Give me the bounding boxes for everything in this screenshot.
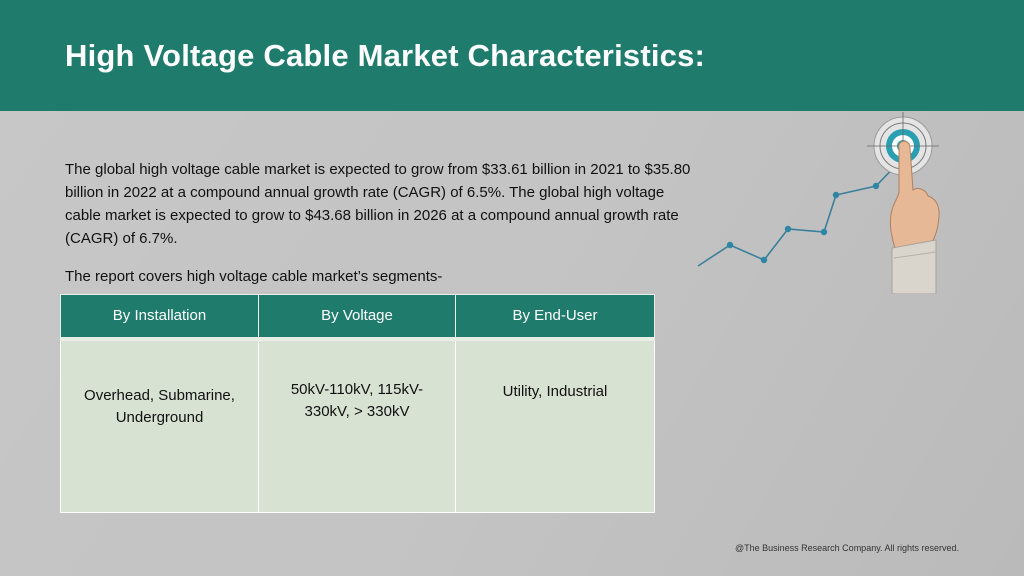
cell-end-user: Utility, Industrial: [455, 338, 655, 513]
copyright-footer: @The Business Research Company. All righ…: [735, 543, 960, 553]
cell-installation: Overhead, Submarine, Underground: [60, 338, 259, 513]
column-header-installation: By Installation: [60, 294, 259, 341]
header-bar: High Voltage Cable Market Characteristic…: [0, 0, 1024, 111]
intro-paragraph: The global high voltage cable market is …: [65, 161, 691, 247]
cell-voltage: 50kV-110kV, 115kV-330kV, > 330kV: [258, 338, 456, 513]
segments-header-row: By Installation By Voltage By End-User: [60, 294, 655, 341]
growth-chart-target-icon: [697, 112, 940, 294]
segments-label: The report covers high voltage cable mar…: [65, 268, 443, 285]
trend-line: [697, 156, 905, 267]
pointing-hand-icon: [889, 140, 940, 294]
segments-value-row: Overhead, Submarine, Underground 50kV-11…: [60, 338, 655, 513]
page-title: High Voltage Cable Market Characteristic…: [65, 38, 706, 73]
segments-table: By Installation By Voltage By End-User O…: [60, 294, 655, 513]
column-header-voltage: By Voltage: [258, 294, 456, 341]
column-header-end-user: By End-User: [455, 294, 655, 341]
trend-points: [726, 182, 880, 264]
